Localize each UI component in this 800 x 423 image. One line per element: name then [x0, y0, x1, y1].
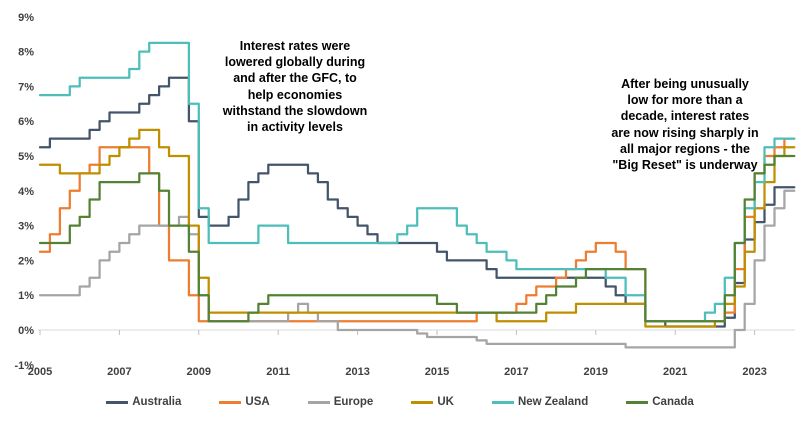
annotation-big-reset-line: After being unusually — [621, 77, 749, 91]
annotation-gfc-line: Interest rates were — [239, 39, 351, 53]
annotation-big-reset-line: decade, interest rates — [620, 109, 750, 124]
legend-item-uk: UK — [411, 396, 454, 408]
legend-item-canada: Canada — [626, 396, 694, 408]
series-line-uk — [38, 128, 796, 328]
x-axis-label: 2013 — [345, 366, 369, 378]
y-axis-label: 6% — [18, 116, 34, 128]
y-axis-label: 2% — [18, 255, 34, 267]
annotation-gfc-line: help economies — [247, 87, 343, 102]
y-axis-label: 7% — [18, 81, 34, 93]
legend-item-new-zealand: New Zealand — [491, 396, 589, 408]
legend-item-australia: Australia — [106, 396, 181, 408]
annotation-big-reset-line: low for more than a — [627, 93, 743, 108]
x-axis-label: 2009 — [187, 366, 211, 378]
legend-swatch-australia — [106, 400, 129, 404]
legend-item-usa: USA — [219, 396, 270, 408]
y-axis-label: 9% — [18, 12, 34, 24]
x-axis-label: 2011 — [266, 366, 290, 378]
y-axis-label: 8% — [18, 47, 34, 59]
y-axis-label: -1% — [14, 360, 34, 372]
x-axis-label: 2017 — [504, 366, 528, 378]
legend-label-uk: UK — [437, 396, 454, 408]
annotation-big-reset-line: all major regions - the — [620, 141, 750, 156]
annotation-big-reset: After being unusually low for more than a… — [590, 76, 780, 173]
legend-swatch-new-zealand — [491, 400, 514, 404]
x-axis-label: 2007 — [107, 366, 131, 378]
x-axis-label: 2005 — [28, 366, 52, 378]
legend-label-europe: Europe — [333, 396, 374, 408]
y-axis-label: 4% — [18, 186, 34, 198]
legend-swatch-canada — [626, 400, 649, 404]
legend-label-canada: Canada — [652, 396, 694, 408]
legend-swatch-usa — [219, 400, 242, 404]
series-line-europe — [38, 189, 796, 349]
x-axis-label: 2021 — [663, 366, 687, 378]
y-axis-label: 1% — [18, 290, 34, 302]
annotation-big-reset-line: are now rising sharply in — [611, 125, 759, 140]
annotation-big-reset-line: "Big Reset" is underway — [612, 158, 758, 173]
annotation-gfc-line: lowered globally during — [224, 55, 366, 70]
legend-label-australia: Australia — [132, 396, 182, 408]
plot-area: 2005 2007 2009 2011 2013 2015 2017 2019 2021 2023… — [14, 12, 796, 378]
y-axis-label: 3% — [18, 221, 34, 233]
annotation-gfc: Interest rates were lowered globally duri… — [200, 38, 390, 135]
y-axis-label: 0% — [18, 325, 34, 337]
x-axis-label: 2015 — [425, 366, 449, 378]
x-axis-label: 2023 — [742, 366, 766, 378]
legend-label-usa: USA — [245, 396, 270, 408]
annotation-gfc-line: in activity levels — [247, 120, 343, 135]
legend-label-new-zealand: New Zealand — [517, 396, 589, 408]
annotation-gfc-line: withstand the slowdown — [222, 103, 368, 118]
series-line-canada — [38, 154, 796, 323]
y-axis-label: 5% — [18, 151, 34, 163]
legend-item-europe: Europe — [307, 396, 374, 408]
legend-swatch-uk — [411, 400, 434, 404]
annotation-gfc-line: and after the GFC, to — [233, 71, 357, 86]
legend: Australia USA Europe UK New Zealand Canada — [0, 396, 800, 408]
legend-swatch-europe — [307, 400, 330, 404]
x-axis-label: 2019 — [584, 366, 608, 378]
